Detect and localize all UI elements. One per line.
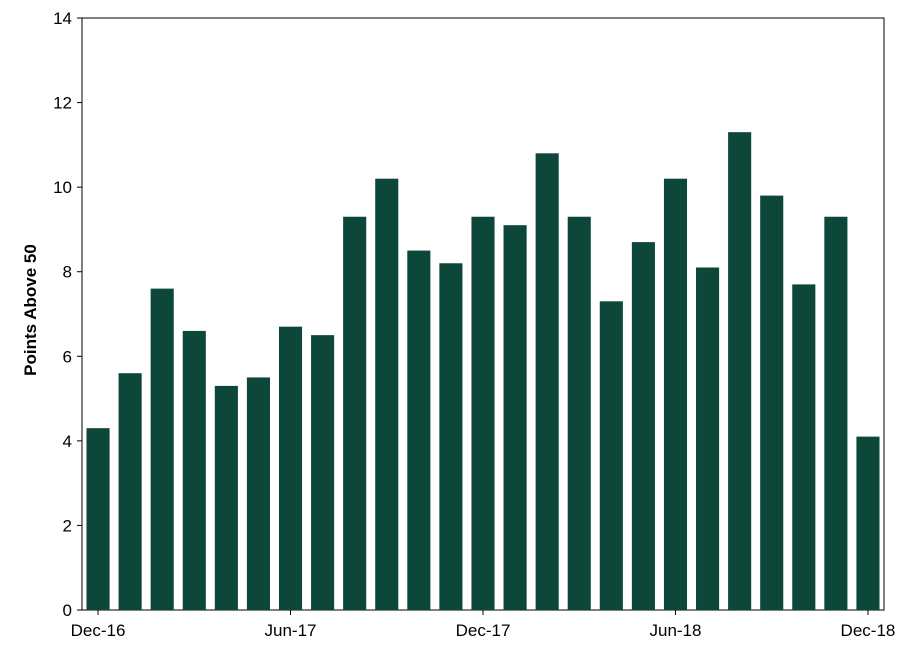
bar-Jun-18 [663, 178, 688, 610]
bar-Aug-17 [343, 216, 367, 610]
y-tick-label: 4 [63, 432, 72, 451]
x-tick-label: Dec-18 [841, 621, 896, 640]
bar-Apr-18 [599, 301, 623, 610]
bar-Feb-18 [535, 153, 559, 611]
x-tick-label: Dec-16 [71, 621, 126, 640]
bar-Dec-16 [86, 428, 110, 610]
bar-Jul-18 [696, 267, 720, 610]
bar-Nov-18 [824, 216, 848, 610]
y-tick-label: 14 [53, 9, 72, 28]
y-tick-label: 10 [53, 178, 72, 197]
x-tick-label: Dec-17 [456, 621, 511, 640]
bar-Oct-17 [407, 250, 431, 611]
bar-Feb-17 [150, 288, 174, 610]
bar-Nov-17 [439, 263, 463, 610]
bar-Oct-18 [792, 284, 816, 610]
bar-Sep-17 [375, 178, 399, 610]
bar-Jan-17 [118, 373, 142, 610]
x-tick-label: Jun-18 [649, 621, 701, 640]
bar-Jun-17 [278, 326, 303, 610]
x-tick-label: Jun-17 [265, 621, 317, 640]
y-tick-label: 8 [63, 263, 72, 282]
bar-Aug-18 [728, 132, 752, 610]
bar-Jul-17 [311, 335, 335, 610]
bar-Dec-17 [471, 216, 495, 610]
bar-Jan-18 [503, 225, 527, 610]
y-tick-label: 0 [63, 601, 72, 620]
bar-Apr-17 [214, 385, 238, 610]
y-tick-label: 6 [63, 347, 72, 366]
bars-group [86, 132, 880, 611]
bar-Dec-18 [856, 436, 880, 610]
bar-Mar-18 [567, 216, 591, 610]
bar-May-18 [631, 242, 655, 610]
y-axis-ticks: 0 2 4 6 8 10 12 14 [53, 9, 82, 620]
y-tick-label: 12 [53, 94, 72, 113]
bar-May-17 [246, 377, 270, 610]
y-tick-label: 2 [63, 516, 72, 535]
y-axis-title: Points Above 50 [21, 244, 40, 376]
bar-Mar-17 [182, 330, 206, 610]
x-axis-ticks: Dec-16 Jun-17 Dec-17 Jun-18 Dec-18 [71, 610, 896, 640]
bar-Sep-18 [760, 195, 784, 610]
